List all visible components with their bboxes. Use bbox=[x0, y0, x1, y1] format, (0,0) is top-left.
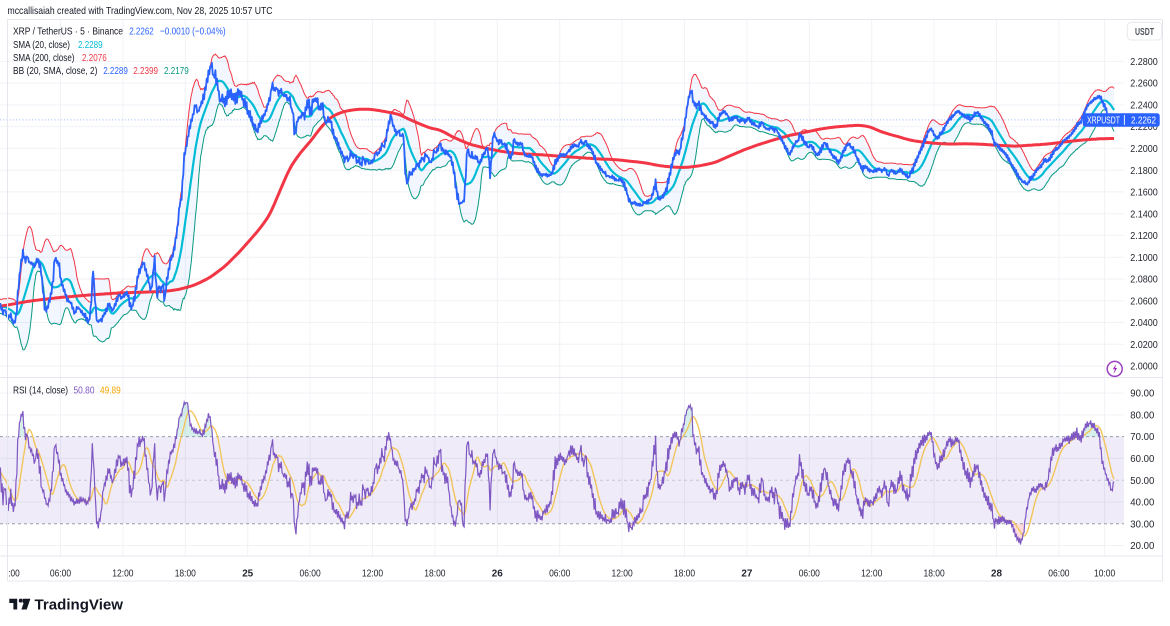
svg-text:2.1600: 2.1600 bbox=[1130, 188, 1158, 199]
svg-text:80.00: 80.00 bbox=[1130, 411, 1154, 422]
svg-text:2.2800: 2.2800 bbox=[1130, 57, 1158, 68]
svg-text:12:00: 12:00 bbox=[362, 569, 384, 580]
svg-text:40.00: 40.00 bbox=[1130, 498, 1154, 509]
svg-text:2.0400: 2.0400 bbox=[1130, 318, 1158, 329]
svg-text:06:00: 06:00 bbox=[799, 569, 821, 580]
svg-text:27: 27 bbox=[741, 569, 752, 580]
svg-text:2.1200: 2.1200 bbox=[1130, 231, 1158, 242]
svg-text:2.1400: 2.1400 bbox=[1130, 209, 1158, 220]
svg-text:06:00: 06:00 bbox=[50, 569, 72, 580]
svg-text:SMA (200, close): SMA (200, close) bbox=[13, 52, 75, 64]
svg-text:2.2400: 2.2400 bbox=[1130, 101, 1158, 112]
svg-text:50.00: 50.00 bbox=[1130, 476, 1154, 487]
svg-text:XRPUSDT: XRPUSDT bbox=[1087, 115, 1120, 126]
svg-text:mccallisaiah created with Trad: mccallisaiah created with TradingView.co… bbox=[8, 5, 273, 17]
svg-text:2.1800: 2.1800 bbox=[1130, 166, 1158, 177]
svg-text:25: 25 bbox=[242, 569, 253, 580]
svg-text:49.89: 49.89 bbox=[100, 385, 121, 397]
svg-text:70.00: 70.00 bbox=[1130, 432, 1154, 443]
svg-text:2.2600: 2.2600 bbox=[1130, 79, 1158, 90]
svg-text:26: 26 bbox=[492, 569, 503, 580]
svg-text:2.2000: 2.2000 bbox=[1130, 144, 1158, 155]
svg-text:2.1000: 2.1000 bbox=[1130, 253, 1158, 264]
svg-text:20.00: 20.00 bbox=[1130, 541, 1154, 552]
svg-text:RSI (14, close): RSI (14, close) bbox=[13, 385, 68, 397]
svg-text:2.2262: 2.2262 bbox=[1131, 115, 1156, 126]
svg-text:2.2289: 2.2289 bbox=[78, 39, 103, 51]
svg-text:2.2179: 2.2179 bbox=[164, 65, 189, 77]
svg-text:2.0600: 2.0600 bbox=[1130, 296, 1158, 307]
svg-text:06:00: 06:00 bbox=[1048, 569, 1070, 580]
svg-text:18:00: 18:00 bbox=[175, 569, 197, 580]
svg-text:USDT: USDT bbox=[1135, 27, 1154, 38]
svg-text:12:00: 12:00 bbox=[612, 569, 634, 580]
svg-text:28: 28 bbox=[991, 569, 1002, 580]
svg-text:06:00: 06:00 bbox=[300, 569, 322, 580]
svg-text:2.0200: 2.0200 bbox=[1130, 340, 1158, 351]
svg-text:12:00: 12:00 bbox=[112, 569, 134, 580]
svg-text:18:00: 18:00 bbox=[424, 569, 446, 580]
svg-text:BB (20, SMA, close, 2): BB (20, SMA, close, 2) bbox=[13, 65, 97, 77]
svg-text:2.2289: 2.2289 bbox=[103, 65, 128, 77]
svg-text:−0.0010 (−0.04%): −0.0010 (−0.04%) bbox=[160, 26, 226, 38]
svg-text:50.80: 50.80 bbox=[74, 385, 95, 397]
svg-text:TradingView: TradingView bbox=[35, 597, 124, 613]
svg-text:2.2399: 2.2399 bbox=[133, 65, 158, 77]
svg-text:10:00: 10:00 bbox=[1094, 569, 1116, 580]
svg-text:XRP / TetherUS · 5 · Binance: XRP / TetherUS · 5 · Binance bbox=[13, 26, 123, 38]
svg-text:2.0800: 2.0800 bbox=[1130, 275, 1158, 286]
svg-text:18:00: 18:00 bbox=[924, 569, 946, 580]
svg-text:12:00: 12:00 bbox=[861, 569, 883, 580]
svg-text:18:00: 18:00 bbox=[674, 569, 696, 580]
svg-text:2.2262: 2.2262 bbox=[129, 26, 154, 38]
svg-text:2.2200: 2.2200 bbox=[1130, 122, 1158, 133]
svg-text:90.00: 90.00 bbox=[1130, 389, 1154, 400]
svg-text:2.2076: 2.2076 bbox=[82, 52, 107, 64]
svg-text:06:00: 06:00 bbox=[549, 569, 571, 580]
svg-text:30.00: 30.00 bbox=[1130, 519, 1154, 530]
svg-text:60.00: 60.00 bbox=[1130, 454, 1154, 465]
svg-text:SMA (20, close): SMA (20, close) bbox=[13, 39, 70, 51]
svg-text::00: :00 bbox=[8, 569, 20, 580]
svg-text:2.0000: 2.0000 bbox=[1130, 362, 1158, 373]
